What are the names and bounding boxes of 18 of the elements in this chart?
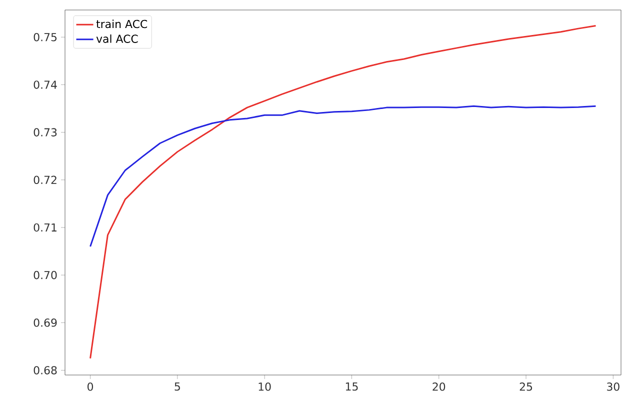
x-tick-label: 10 [258, 382, 271, 391]
y-tick-label: 0.71 [34, 223, 56, 232]
y-tick-label: 0.68 [34, 366, 57, 374]
x-tick-label: 0 [88, 382, 94, 391]
y-tick-label: 0.74 [34, 80, 57, 89]
y-tick-label: 0.69 [34, 318, 57, 327]
line-series [90, 105, 596, 248]
y-tick-label: 0.70 [34, 270, 57, 280]
x-tick-label: 30 [607, 382, 620, 391]
x-tick-label: 25 [520, 382, 532, 391]
y-tick-label: 0.75 [34, 32, 57, 42]
x-tick-label: 5 [174, 382, 180, 391]
x-tick-label: 20 [432, 382, 446, 391]
legend-label: val ACC [96, 34, 138, 43]
x-tick-label: 15 [346, 382, 358, 391]
y-tick-label: 0.72 [34, 176, 56, 184]
legend-label: train ACC [96, 20, 148, 28]
y-tick-label: 0.73 [34, 128, 57, 136]
